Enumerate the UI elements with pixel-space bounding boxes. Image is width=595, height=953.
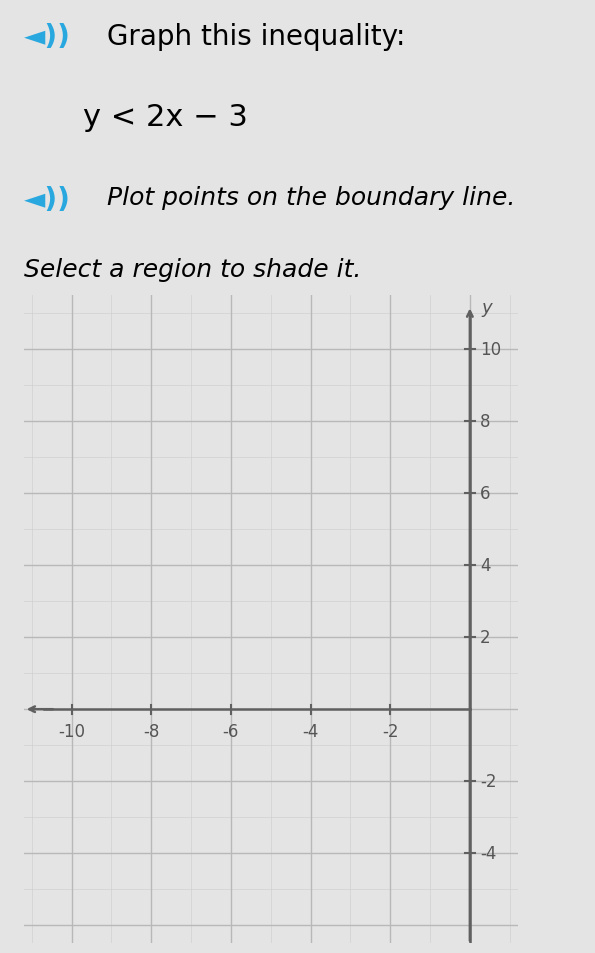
Text: -4: -4 [480, 844, 496, 862]
Text: 8: 8 [480, 413, 490, 431]
Text: -4: -4 [302, 722, 319, 740]
Text: Select a region to shade it.: Select a region to shade it. [24, 257, 361, 281]
Text: ◄)): ◄)) [24, 186, 71, 213]
Text: 6: 6 [480, 484, 490, 502]
Text: 4: 4 [480, 557, 490, 575]
Text: -2: -2 [382, 722, 399, 740]
Text: Plot points on the boundary line.: Plot points on the boundary line. [107, 186, 515, 210]
Text: Graph this inequality:: Graph this inequality: [107, 23, 405, 51]
Text: y < 2x − 3: y < 2x − 3 [83, 103, 248, 132]
Text: -6: -6 [223, 722, 239, 740]
Text: -10: -10 [58, 722, 85, 740]
Text: 10: 10 [480, 340, 501, 358]
Text: -8: -8 [143, 722, 159, 740]
Text: y: y [482, 299, 493, 317]
Text: ◄)): ◄)) [24, 23, 71, 51]
Text: -2: -2 [480, 773, 496, 790]
Text: 2: 2 [480, 628, 490, 646]
